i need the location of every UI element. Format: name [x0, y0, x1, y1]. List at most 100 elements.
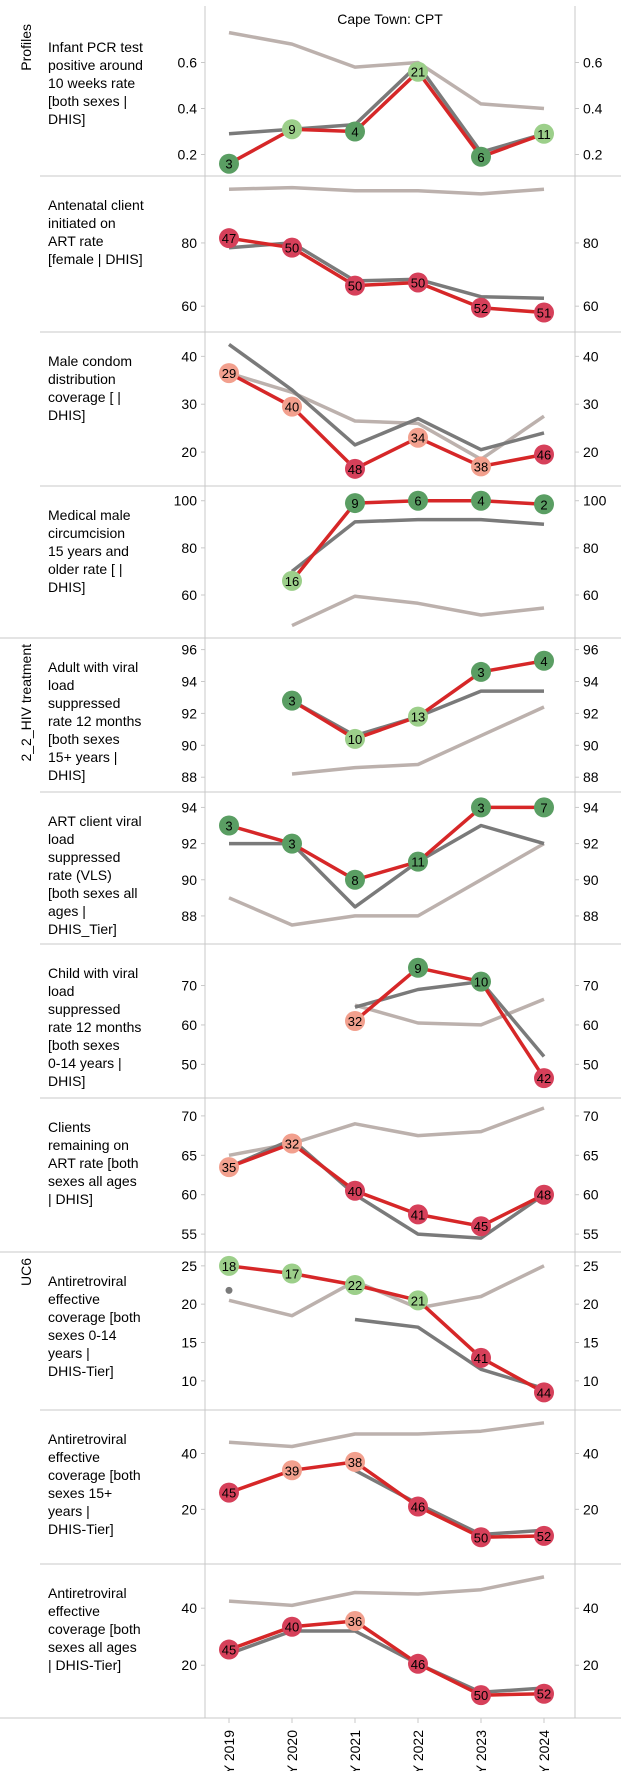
rank-label: 10: [348, 732, 362, 747]
rank-marker: [408, 272, 428, 293]
series-line-red: [353, 966, 546, 1080]
y-tick-label-left: 100: [174, 493, 198, 509]
row-label: DHIS]: [48, 1073, 85, 1089]
row-label: positive around: [48, 57, 143, 73]
row-label: ages |: [48, 903, 86, 919]
x-tick-label: FY 2019: [221, 1730, 237, 1771]
row-label: 0-14 years |: [48, 1055, 122, 1071]
rank-marker: [408, 1653, 428, 1674]
rank-label: 22: [348, 1278, 362, 1293]
rank-label: 39: [285, 1463, 299, 1478]
rank-marker: [471, 1527, 491, 1548]
y-tick-label-right: 20: [583, 1296, 599, 1312]
rank-marker: [282, 570, 302, 591]
row-label: DHIS-Tier]: [48, 1521, 114, 1537]
rank-label: 45: [222, 1486, 236, 1501]
rank-label: 3: [477, 800, 484, 815]
series-line-red: [228, 1141, 545, 1228]
y-tick-label-left: 20: [181, 1657, 197, 1673]
rank-marker: [408, 1496, 428, 1517]
rank-label: 4: [540, 654, 547, 669]
rank-marker: [534, 494, 554, 515]
rank-label: 45: [222, 1643, 236, 1658]
row-label: sexes 0-14: [48, 1327, 117, 1343]
rank-label: 36: [348, 1614, 362, 1629]
y-tick-label-right: 50: [583, 1056, 599, 1072]
rank-label: 3: [225, 819, 232, 834]
y-tick-label-right: 92: [583, 836, 599, 852]
rank-label: 8: [351, 873, 358, 888]
row-label: Child with viral: [48, 965, 138, 981]
y-tick-label-left: 20: [181, 444, 197, 460]
rank-label: 3: [288, 837, 295, 852]
series-line-light: [291, 705, 545, 776]
rank-marker: [471, 661, 491, 682]
series-line-red: [291, 659, 545, 741]
rank-label: 50: [411, 275, 425, 290]
row-label: ART rate [both: [48, 1155, 139, 1171]
y-tick-label-right: 60: [583, 587, 599, 603]
y-tick-label-right: 10: [583, 1373, 599, 1389]
y-tick-label-left: 0.6: [178, 55, 198, 71]
y-tick-label-right: 0.4: [583, 101, 603, 117]
rank-marker: [471, 1347, 491, 1368]
row-label: [both sexes all: [48, 885, 138, 901]
rank-label: 48: [537, 1188, 551, 1203]
y-tick-label-right: 80: [583, 540, 599, 556]
series-lines: [227, 30, 546, 1697]
y-tick-label-left: 96: [181, 642, 197, 658]
rank-label: 16: [285, 574, 299, 589]
row-label: DHIS]: [48, 579, 85, 595]
rank-label: 32: [348, 1014, 362, 1029]
rank-label: 18: [222, 1259, 236, 1274]
row-label: older rate [ |: [48, 561, 122, 577]
row-label: effective: [48, 1449, 100, 1465]
rank-marker: [345, 728, 365, 749]
row-label: Infant PCR test: [48, 39, 143, 55]
series-line-red: [228, 69, 545, 166]
row-label: coverage [both: [48, 1467, 141, 1483]
y-tick-label-right: 55: [583, 1226, 599, 1242]
rank-marker: [534, 1184, 554, 1205]
rank-label: 52: [474, 301, 488, 316]
row-label: load: [48, 983, 74, 999]
y-tick-label-left: 80: [181, 540, 197, 556]
y-tick-label-right: 65: [583, 1147, 599, 1163]
row-label: suppressed: [48, 1001, 120, 1017]
rank-label: 32: [285, 1136, 299, 1151]
series-line-red: [228, 236, 545, 315]
y-tick-label-right: 90: [583, 872, 599, 888]
y-tick-label-right: 15: [583, 1335, 599, 1351]
y-tick-label-right: 90: [583, 737, 599, 753]
y-tick-label-left: 60: [181, 587, 197, 603]
row-label: suppressed: [48, 695, 120, 711]
series-line-dark: [354, 1468, 545, 1537]
y-tick-label-left: 0.2: [178, 147, 198, 163]
series-line-light: [228, 371, 545, 462]
grid-rules: [0, 6, 621, 1723]
series-line-light: [354, 997, 545, 1027]
rank-marker: [345, 275, 365, 296]
rank-marker: [345, 1011, 365, 1031]
rank-label: 50: [285, 241, 299, 256]
rank-marker: [471, 456, 491, 477]
rank-label: 50: [474, 1688, 488, 1703]
rank-marker: [534, 123, 554, 144]
rank-marker: [534, 302, 554, 323]
row-label: years |: [48, 1345, 90, 1361]
rank-label: 11: [411, 855, 425, 870]
row-label: DHIS]: [48, 111, 85, 127]
rank-label: 10: [474, 975, 488, 990]
series-line-light: [228, 185, 545, 196]
rank-marker: [534, 444, 554, 465]
y-tick-label-left: 65: [181, 1147, 197, 1163]
series-point-dark: [225, 1286, 233, 1294]
series-line-light: [228, 1421, 545, 1449]
row-label: sexes all ages: [48, 1639, 137, 1655]
rank-label: 40: [285, 400, 299, 415]
rank-label: 52: [537, 1529, 551, 1544]
row-label: coverage [ |: [48, 389, 121, 405]
row-label: rate (VLS): [48, 867, 112, 883]
row-label: distribution: [48, 371, 116, 387]
y-tick-label-right: 60: [583, 298, 599, 314]
